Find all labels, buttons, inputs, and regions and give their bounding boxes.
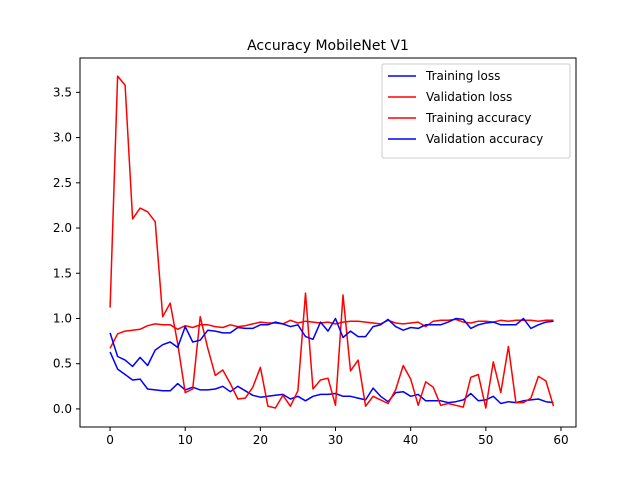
legend-label: Validation accuracy (426, 132, 543, 146)
legend: Training loss Validation loss Training acc… (381, 63, 571, 159)
chart-title: Accuracy MobileNet V1 (247, 38, 409, 54)
y-tick-label: 2.5 (53, 176, 72, 190)
series-line-validation-loss (109, 75, 555, 409)
y-tick-label: 0.0 (53, 402, 72, 416)
series-line-training-accuracy (109, 318, 554, 349)
x-tick-label: 0 (106, 433, 114, 447)
x-tick-label: 60 (553, 433, 568, 447)
y-tick-label: 3.5 (53, 85, 72, 99)
x-tick-label: 40 (403, 433, 418, 447)
y-tick-label: 2.0 (53, 221, 72, 235)
x-axis: 0 10 20 30 40 50 60 (106, 427, 569, 447)
y-tick-label: 0.5 (53, 357, 72, 371)
x-tick-label: 10 (178, 433, 193, 447)
legend-label: Validation loss (426, 90, 512, 104)
x-tick-label: 50 (478, 433, 493, 447)
plot-frame (79, 57, 577, 428)
series-line-validation-accuracy (109, 317, 554, 368)
y-tick-label: 1.5 (53, 266, 72, 280)
x-tick-label: 20 (253, 433, 268, 447)
y-tick-label: 1.0 (53, 311, 72, 325)
legend-box (381, 63, 571, 159)
legend-label: Training loss (425, 69, 500, 83)
series-layer (109, 75, 555, 409)
legend-label: Training accuracy (425, 111, 531, 125)
x-tick-label: 30 (328, 433, 343, 447)
y-axis: 0.0 0.5 1.0 1.5 2.0 2.5 3.0 3.5 (53, 85, 80, 416)
y-tick-label: 3.0 (53, 131, 72, 145)
